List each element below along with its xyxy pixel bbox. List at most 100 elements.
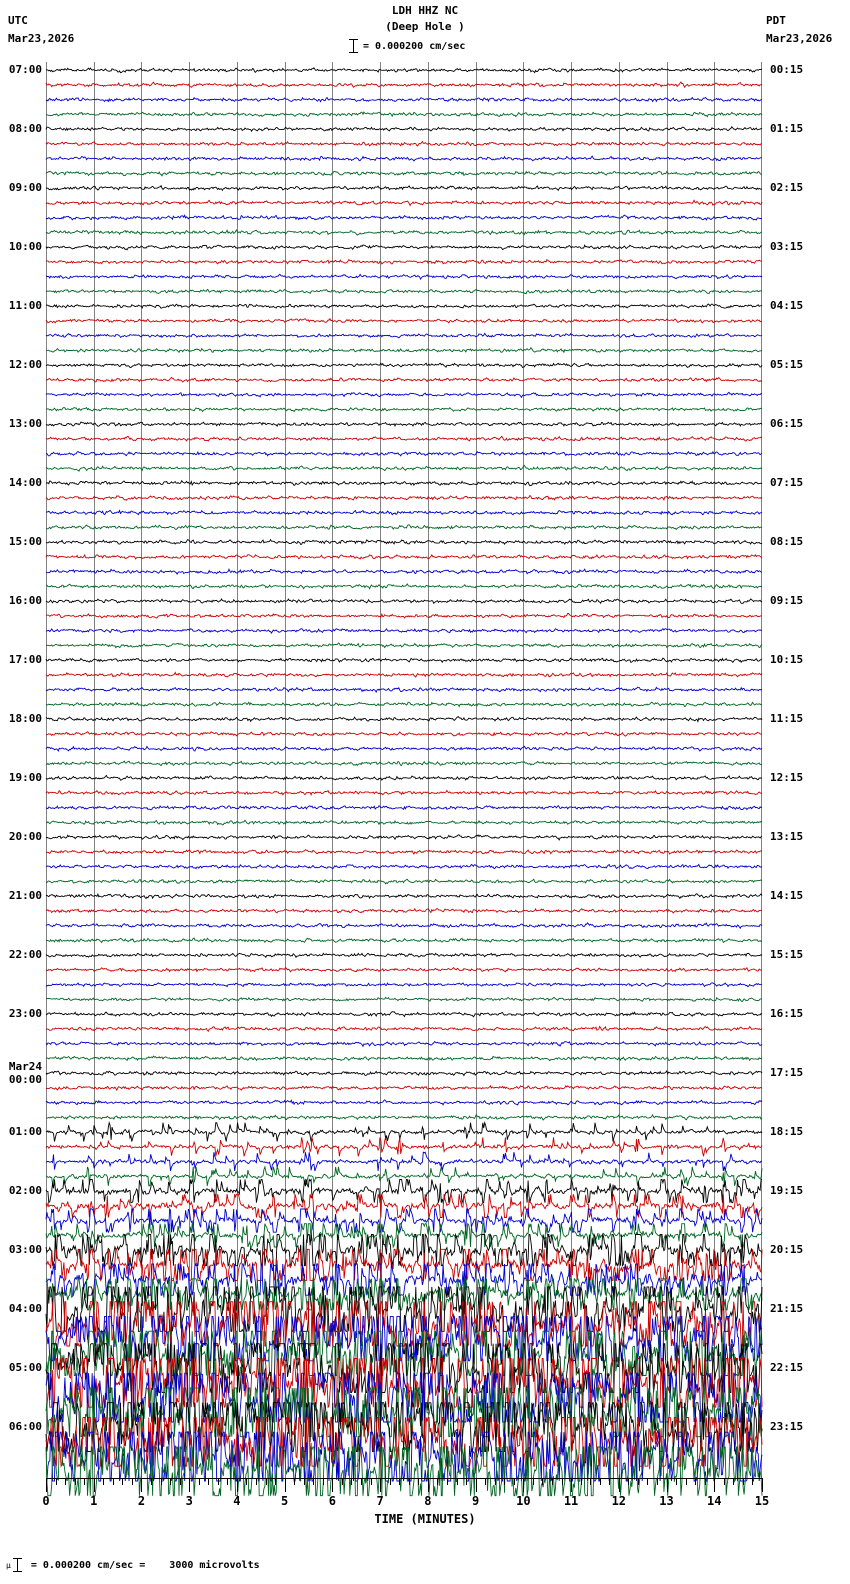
trace-hour-23-seg-1 [45, 1415, 763, 1468]
x-tick-minor [84, 1478, 86, 1485]
trace-path [45, 332, 763, 339]
trace-hour-14-seg-1 [45, 907, 762, 914]
trace-hour-10-seg-1 [45, 671, 763, 678]
x-tick-minor [561, 1478, 563, 1485]
trace-hour-16-seg-3 [45, 1055, 763, 1062]
x-tick-label-10: 10 [516, 1494, 531, 1508]
trace-hour-0-seg-0 [45, 67, 763, 74]
utc-timezone-label: UTC [8, 14, 28, 27]
trace-hour-1-seg-1 [45, 140, 763, 147]
trace-path [45, 1445, 763, 1498]
trace-hour-3-seg-3 [45, 288, 762, 295]
x-tick-major-3 [189, 1478, 191, 1492]
pdt-label-11: 11:15 [770, 712, 803, 725]
trace-path [45, 199, 763, 207]
label-line: 01:00 [8, 1125, 42, 1139]
trace-hour-6-seg-1 [45, 435, 763, 442]
utc-label-10: 17:00 [9, 653, 42, 666]
trace-path [46, 731, 763, 737]
x-tick-minor [341, 1478, 343, 1485]
trace-hour-11-seg-3 [45, 760, 763, 767]
label-line: 06:00 [8, 1420, 42, 1434]
x-tick-minor [389, 1478, 391, 1485]
utc-label-14: 21:00 [9, 889, 42, 902]
trace-container [45, 62, 763, 1498]
pdt-label-17: 17:15 [770, 1066, 803, 1079]
x-tick-minor [408, 1478, 410, 1485]
x-tick-minor [275, 1478, 277, 1485]
trace-path [45, 1415, 763, 1468]
trace-path [45, 568, 763, 575]
x-tick-minor [647, 1478, 649, 1485]
trace-hour-17-seg-1 [45, 1084, 763, 1092]
pdt-label-8: 08:15 [770, 535, 803, 548]
label-line: 21:15 [770, 1302, 804, 1316]
label-line: 00:00 [8, 1073, 42, 1087]
x-tick-minor [160, 1478, 162, 1485]
x-tick-major-0 [46, 1478, 47, 1492]
x-tick-minor [628, 1478, 630, 1485]
label-line: 16:15 [770, 1007, 804, 1021]
trace-hour-18-seg-1 [45, 1137, 763, 1157]
x-tick-major-11 [571, 1478, 573, 1492]
trace-path [45, 244, 763, 251]
x-tick-label-4: 4 [233, 1494, 241, 1508]
trace-hour-5-seg-1 [45, 376, 763, 383]
trace-hour-0-seg-1 [45, 81, 763, 89]
trace-path [45, 524, 763, 531]
trace-path [46, 878, 763, 885]
trace-hour-19-seg-2 [45, 1207, 763, 1234]
x-tick-minor [676, 1478, 678, 1485]
label-line: 10:15 [770, 653, 804, 667]
pdt-label-22: 22:15 [770, 1361, 803, 1374]
x-tick-minor [599, 1478, 601, 1485]
seismogram-plot[interactable] [45, 62, 763, 1498]
label-line: 13:00 [8, 417, 42, 431]
x-tick-minor [74, 1478, 76, 1485]
label-line: 16:00 [8, 594, 42, 608]
trace-path [45, 686, 763, 693]
scale-reference-text: = 0.000200 cm/sec [363, 40, 466, 52]
trace-path [45, 1285, 763, 1333]
trace-hour-4-seg-3 [45, 347, 763, 354]
trace-hour-3-seg-1 [45, 259, 762, 265]
x-tick-label-6: 6 [328, 1494, 337, 1508]
x-tick-minor [637, 1478, 639, 1485]
trace-hour-4-seg-1 [45, 317, 762, 324]
trace-path [45, 804, 763, 811]
trace-path [45, 155, 762, 162]
trace-hour-2-seg-1 [45, 199, 763, 207]
utc-label-0: 07:00 [9, 63, 42, 76]
trace-path [45, 1371, 763, 1424]
x-tick-minor [179, 1478, 181, 1485]
pdt-label-1: 01:15 [770, 122, 803, 135]
trace-path [45, 1248, 763, 1283]
x-tick-minor [131, 1478, 133, 1485]
x-tick-minor [532, 1478, 534, 1485]
trace-path [45, 1342, 763, 1394]
x-tick-label-8: 8 [424, 1494, 432, 1508]
x-tick-label-14: 14 [707, 1494, 722, 1508]
trace-path [45, 1401, 763, 1453]
trace-path [45, 613, 763, 619]
label-line: 18:15 [770, 1125, 804, 1139]
x-tick-minor [609, 1478, 611, 1485]
x-tick-major-2 [141, 1478, 143, 1492]
x-tick-minor [504, 1478, 506, 1485]
x-tick-minor [322, 1478, 324, 1485]
x-tick-minor [313, 1478, 315, 1485]
trace-path [45, 642, 763, 649]
trace-hour-11-seg-1 [46, 731, 763, 737]
footer-scale-note: μ = 0.000200 cm/sec = 3000 microvolts [6, 1558, 260, 1572]
trace-hour-12-seg-2 [45, 804, 763, 811]
trace-hour-9-seg-3 [45, 642, 763, 649]
trace-hour-20-seg-3 [46, 1277, 763, 1312]
utc-label-4: 11:00 [9, 299, 42, 312]
trace-hour-18-seg-0 [45, 1120, 763, 1142]
trace-path [45, 922, 763, 930]
trace-path [45, 1099, 763, 1106]
trace-path [45, 391, 763, 399]
pdt-label-4: 04:15 [770, 299, 803, 312]
trace-hour-4-seg-2 [45, 332, 763, 339]
i-beam-scale-icon-footer [12, 1558, 22, 1572]
